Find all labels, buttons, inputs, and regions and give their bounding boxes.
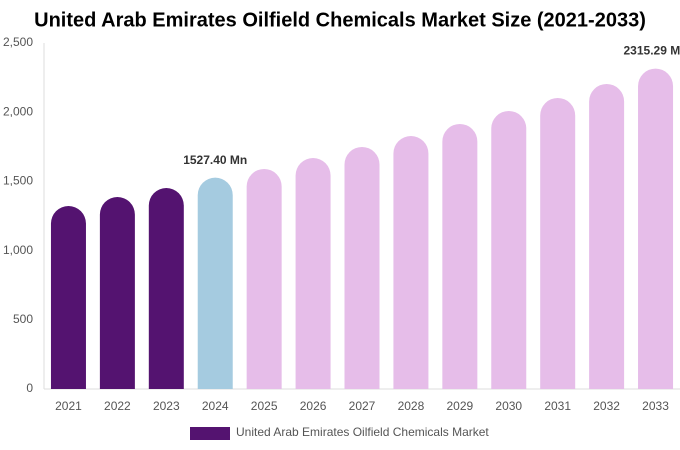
bar xyxy=(442,123,478,390)
bar xyxy=(540,97,576,390)
y-tick-label: 0 xyxy=(26,381,33,395)
y-tick-label: 2,500 xyxy=(3,35,33,49)
y-tick-label: 500 xyxy=(13,312,33,326)
bar xyxy=(295,158,331,389)
chart-title: United Arab Emirates Oilfield Chemicals … xyxy=(34,9,646,31)
x-tick-label: 2021 xyxy=(55,399,82,413)
legend-swatch xyxy=(190,427,230,440)
bar xyxy=(344,146,380,389)
x-tick-label: 2026 xyxy=(300,399,327,413)
bar xyxy=(246,168,282,389)
legend-label: United Arab Emirates Oilfield Chemicals … xyxy=(236,425,489,439)
bar xyxy=(99,197,135,389)
bar xyxy=(638,68,674,389)
x-tick-label: 2030 xyxy=(495,399,522,413)
x-tick-label: 2024 xyxy=(202,399,229,413)
x-tick-label: 2023 xyxy=(153,399,180,413)
x-tick-label: 2029 xyxy=(446,399,473,413)
x-tick-label: 2027 xyxy=(349,399,376,413)
x-tick-label: 2025 xyxy=(251,399,278,413)
x-tick-label: 2031 xyxy=(544,399,571,413)
data-label: 1527.40 Mn xyxy=(183,153,247,167)
data-label: 2315.29 Mn xyxy=(624,44,680,58)
bar xyxy=(148,188,184,389)
bar xyxy=(50,206,86,389)
x-tick-label: 2032 xyxy=(593,399,620,413)
y-tick-label: 2,000 xyxy=(3,104,33,118)
x-tick-label: 2033 xyxy=(642,399,669,413)
bar xyxy=(393,136,429,389)
bar xyxy=(589,83,625,389)
y-tick-label: 1,500 xyxy=(3,174,33,188)
y-tick-label: 1,000 xyxy=(3,243,33,257)
bar xyxy=(197,177,233,389)
x-tick-label: 2022 xyxy=(104,399,131,413)
x-tick-label: 2028 xyxy=(398,399,425,413)
bar xyxy=(491,110,527,389)
